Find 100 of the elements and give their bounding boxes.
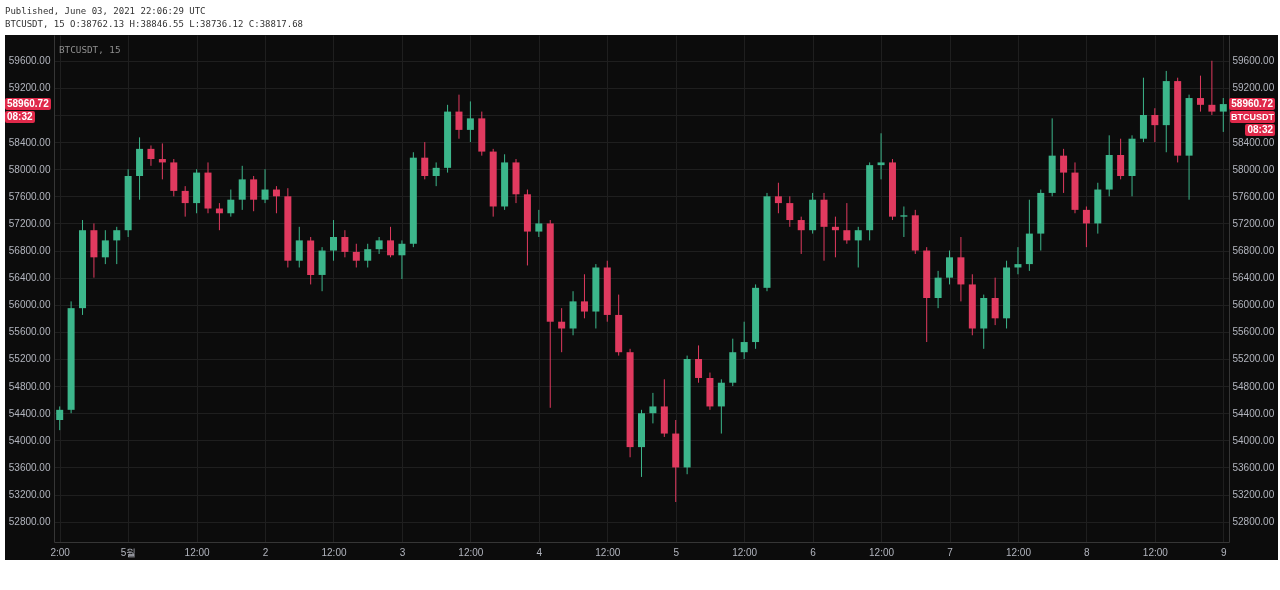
candlestick <box>1196 75 1204 113</box>
x-tick-label: 12:00 <box>595 546 621 558</box>
y2-tick-label: 58400.00 <box>1232 136 1275 148</box>
y-tick-label: 58400.00 <box>8 136 51 148</box>
candlestick <box>535 209 543 238</box>
x-tick-label: 6 <box>810 546 817 558</box>
candlestick <box>1208 60 1216 116</box>
x-tick-label: 8 <box>1084 546 1091 558</box>
x-tick-label: 12:00 <box>184 546 211 558</box>
y2-tick-label: 54400.00 <box>1232 407 1275 419</box>
candlestick <box>1151 107 1159 143</box>
text: 08:32 <box>5 111 35 124</box>
candlestick <box>877 132 885 180</box>
candlestick <box>398 239 406 280</box>
y2-tick-label: 53600.00 <box>1232 461 1275 473</box>
y2-tick-label: 56400.00 <box>1232 272 1275 284</box>
y-tick-label: 57200.00 <box>8 217 51 229</box>
candlestick <box>341 229 349 258</box>
x-tick-label: 9 <box>1221 546 1228 558</box>
annotation: BTCUSDT, 15 <box>59 44 121 55</box>
y2-tick-label: 57600.00 <box>1232 190 1275 202</box>
candlestick <box>740 321 748 360</box>
y2-tick-label: 54000.00 <box>1232 434 1275 446</box>
x-tick-label: 12:00 <box>1005 546 1032 558</box>
candlestick <box>261 168 269 204</box>
candlestick <box>455 94 463 140</box>
candlestick <box>649 392 657 424</box>
candlestick <box>364 243 372 268</box>
y2-tick-label: 55600.00 <box>1232 326 1275 338</box>
x-tick-label: 12:00 <box>869 546 895 558</box>
candlestick <box>147 144 155 167</box>
x-tick-label: 12:00 <box>1142 546 1169 558</box>
x-tick-label: 5월 <box>120 546 137 558</box>
candlestick <box>227 189 235 218</box>
candlestick <box>934 270 942 309</box>
y-tick-label: 55600.00 <box>8 326 51 338</box>
candlestick <box>421 141 429 180</box>
candlestick <box>1060 148 1068 194</box>
candlestick <box>101 229 109 265</box>
y-tick-label: 55200.00 <box>8 353 51 365</box>
y-tick-label: 58000.00 <box>8 163 51 175</box>
candlestick <box>113 226 121 265</box>
y-tick-label: 56000.00 <box>8 299 51 311</box>
text: 58960.72 <box>1229 98 1275 111</box>
candlestick <box>946 250 954 285</box>
x-tick-label: 2 <box>262 546 269 558</box>
x-tick-label: 12:00 <box>732 546 758 558</box>
candlestick <box>387 226 395 258</box>
candlestick <box>900 205 908 238</box>
text: 58960.72 <box>5 98 51 111</box>
text: BTCUSDT <box>1230 111 1275 124</box>
x-tick-label: 4 <box>536 546 543 558</box>
y-tick-label: 54400.00 <box>8 407 51 419</box>
y-tick-label: 53600.00 <box>8 461 51 473</box>
candlestick <box>991 277 999 326</box>
y2-tick-label: 54800.00 <box>1232 380 1275 392</box>
y-tick-label: 59600.00 <box>8 55 51 67</box>
y2-tick-label: 52800.00 <box>1232 516 1275 528</box>
candlestick <box>375 236 383 255</box>
candlestick <box>466 100 474 143</box>
x-tick-label: 12:00 <box>321 546 347 558</box>
candlestick <box>786 195 794 228</box>
candlestick <box>250 175 258 212</box>
candlestick <box>295 226 303 268</box>
y2-tick-label: 56000.00 <box>1232 299 1275 311</box>
x-tick-label: 12:00 <box>458 546 484 558</box>
y-tick-label: 56800.00 <box>8 245 51 257</box>
candlestick <box>238 165 246 211</box>
y2-tick-label: 53200.00 <box>1232 489 1275 501</box>
x-tick-label: 3 <box>399 546 406 558</box>
candlestick <box>797 216 805 255</box>
candlestick <box>1139 77 1147 143</box>
x-tick-label: 7 <box>947 546 954 558</box>
y2-tick-label: 58000.00 <box>1232 163 1275 175</box>
y-tick-label: 56400.00 <box>8 272 51 284</box>
chart-subtitle: Published, June 03, 2021 22:06:29 UTC <box>5 5 207 18</box>
y2-tick-label: 56800.00 <box>1232 245 1275 257</box>
y-tick-label: 54000.00 <box>8 434 51 446</box>
x-tick-label: 5 <box>673 546 680 558</box>
candlestick <box>1117 138 1125 180</box>
candlestick <box>56 405 64 431</box>
candlestick <box>717 378 725 435</box>
candlestick <box>329 219 337 262</box>
y2-tick-label: 57200.00 <box>1232 217 1275 229</box>
chart-title: BTCUSDT, 15 O:38762.13 H:38846.55 L:38736.12 C:38817.68 <box>5 18 304 31</box>
text: 08:32 <box>1245 124 1275 137</box>
y-tick-label: 54800.00 <box>8 380 51 392</box>
candlestick <box>1082 205 1090 248</box>
candlestick <box>695 344 703 384</box>
candlestick <box>774 182 782 214</box>
y-tick-label: 57600.00 <box>8 190 51 202</box>
y2-tick-label: 59200.00 <box>1232 82 1275 94</box>
candlestick <box>352 243 360 268</box>
candlestick <box>843 202 851 245</box>
y-tick-label: 53200.00 <box>8 489 51 501</box>
candlestick <box>854 226 862 268</box>
candlestick <box>580 273 588 319</box>
y-tick-label: 52800.00 <box>8 516 51 528</box>
candlestick <box>1219 97 1227 133</box>
x-tick-label: 2:00 <box>50 546 71 558</box>
